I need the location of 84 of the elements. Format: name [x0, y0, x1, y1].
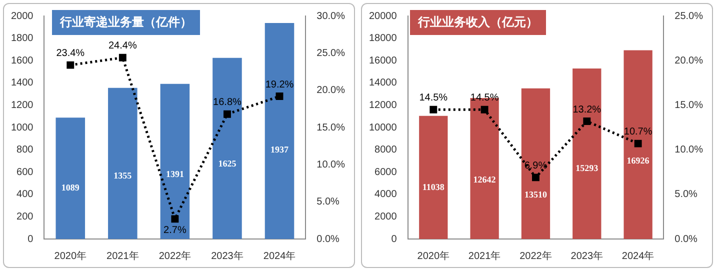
- y-tick-label: 1800: [10, 33, 34, 44]
- data-label: 16926: [626, 156, 650, 166]
- data-label: 19.2%: [265, 79, 294, 90]
- y-tick-label: 8000: [374, 144, 398, 156]
- y2-tick-label: 5.0%: [316, 196, 340, 208]
- bar: [212, 58, 242, 239]
- y-tick-label: 200: [16, 211, 34, 222]
- y-tick-label: 2000: [374, 211, 398, 222]
- point: [634, 140, 642, 148]
- data-label: 13510: [524, 189, 548, 200]
- point: [532, 174, 540, 182]
- bar: [264, 23, 294, 239]
- y2-tick-label: 0.0%: [674, 234, 698, 245]
- y-tick-label: 18000: [368, 33, 398, 44]
- bar: [419, 116, 448, 239]
- data-label: 14.5%: [419, 92, 448, 104]
- x-tick-label: 2023年: [211, 250, 244, 262]
- y2-tick-label: 25.0%: [316, 48, 346, 59]
- data-label: 1355: [114, 170, 132, 181]
- bar: [108, 88, 138, 239]
- x-tick-label: 2024年: [263, 250, 296, 262]
- y-tick-label: 2000: [10, 10, 34, 22]
- bar: [521, 88, 550, 239]
- data-label: 1089: [61, 182, 80, 192]
- x-tick-label: 2022年: [520, 250, 552, 262]
- data-label: 10.7%: [624, 126, 652, 138]
- x-tick-label: 2024年: [622, 250, 654, 262]
- y-tick-label: 20000: [368, 10, 398, 22]
- x-tick-label: 2021年: [106, 250, 139, 262]
- y2-tick-label: 10.0%: [316, 159, 346, 170]
- data-label: 16.8%: [213, 97, 242, 108]
- bar: [56, 118, 86, 239]
- point: [118, 54, 126, 62]
- y2-tick-label: 15.0%: [674, 100, 704, 111]
- point: [430, 106, 438, 114]
- x-tick-label: 2023年: [570, 250, 604, 262]
- y2-tick-label: 30.0%: [316, 10, 346, 22]
- y2-tick-label: 20.0%: [674, 55, 704, 66]
- point: [480, 106, 488, 114]
- point: [583, 118, 591, 125]
- y-tick-label: 4000: [374, 189, 398, 200]
- y-tick-label: 0: [391, 234, 398, 245]
- y-tick-label: 12000: [368, 100, 398, 111]
- data-label: 12642: [473, 174, 496, 185]
- y-tick-label: 1000: [10, 122, 34, 134]
- data-label: 15293: [576, 162, 599, 173]
- bar: [624, 50, 652, 239]
- y-tick-label: 6000: [374, 166, 398, 178]
- data-label: 24.4%: [108, 40, 137, 52]
- data-label: 2.7%: [164, 224, 186, 236]
- point: [224, 110, 231, 118]
- y-tick-label: 0: [28, 234, 34, 245]
- y-tick-label: 16000: [368, 55, 398, 66]
- data-label: 23.4%: [56, 48, 85, 60]
- x-tick-label: 2020年: [54, 250, 87, 262]
- y-tick-label: 400: [16, 189, 34, 200]
- x-tick-label: 2020年: [417, 250, 450, 262]
- data-label: 1391: [166, 168, 184, 179]
- y2-tick-label: 5.0%: [674, 189, 698, 200]
- x-tick-label: 2022年: [158, 250, 192, 262]
- y2-tick-label: 15.0%: [316, 122, 346, 134]
- y-tick-label: 10000: [368, 122, 398, 134]
- chart-title: 行业寄递业务量（亿件）: [52, 10, 200, 35]
- y2-tick-label: 0.0%: [316, 234, 340, 245]
- y-tick-label: 1200: [10, 100, 34, 111]
- y-tick-label: 1600: [10, 55, 34, 66]
- data-label: 11038: [422, 182, 445, 192]
- bar: [572, 68, 602, 239]
- data-label: 1625: [218, 158, 237, 169]
- point: [171, 215, 179, 223]
- x-tick-label: 2021年: [468, 250, 501, 262]
- y2-tick-label: 20.0%: [316, 85, 346, 96]
- y2-tick-label: 25.0%: [674, 10, 704, 22]
- y-tick-label: 1400: [10, 78, 34, 89]
- bar: [160, 84, 190, 239]
- data-label: 1937: [270, 144, 290, 155]
- y-tick-label: 600: [16, 166, 34, 178]
- y-tick-label: 14000: [368, 78, 398, 89]
- data-label: 13.2%: [572, 104, 602, 116]
- chart-title: 行业业务收入（亿元）: [410, 10, 546, 35]
- point: [276, 92, 284, 100]
- y-tick-label: 800: [16, 144, 34, 156]
- y2-tick-label: 10.0%: [674, 144, 704, 156]
- point: [66, 61, 74, 69]
